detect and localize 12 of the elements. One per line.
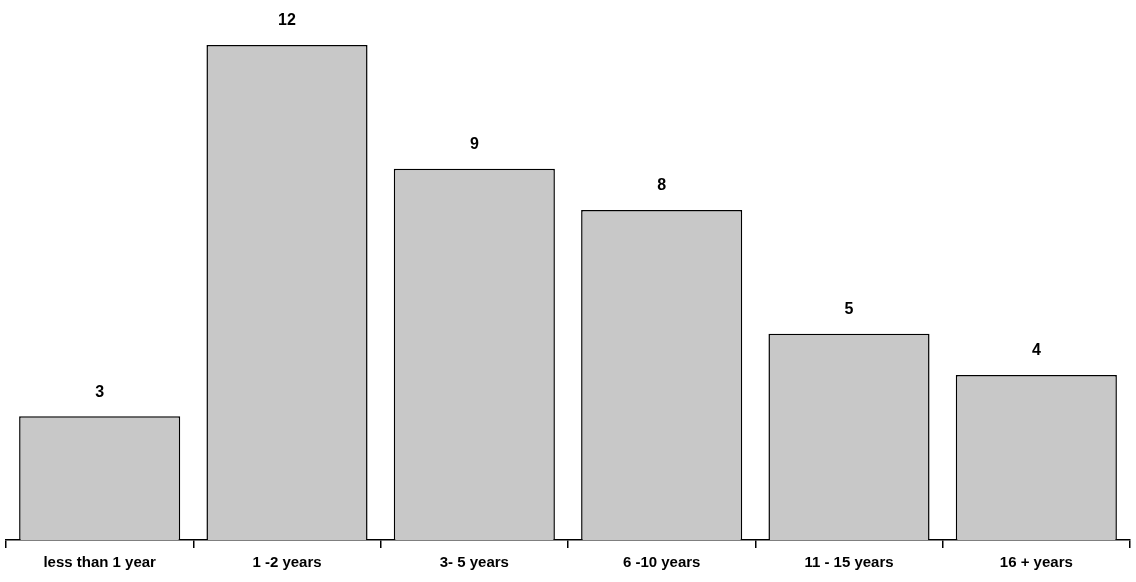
data-label: 12 <box>278 11 296 29</box>
x-tick-label: 16 + years <box>999 553 1073 571</box>
x-tick-label: 6 -10 years <box>622 553 701 571</box>
x-tick-label: 3- 5 years <box>439 553 509 571</box>
data-label: 9 <box>469 135 479 153</box>
data-label: 3 <box>95 382 105 400</box>
data-label: 5 <box>844 300 854 318</box>
x-tick-label: 11 - 15 years <box>804 553 894 571</box>
data-label: 8 <box>657 176 667 194</box>
x-tick-label: less than 1 year <box>43 553 157 571</box>
x-tick-label: 1 -2 years <box>252 553 322 571</box>
data-label: 4 <box>1031 341 1041 359</box>
